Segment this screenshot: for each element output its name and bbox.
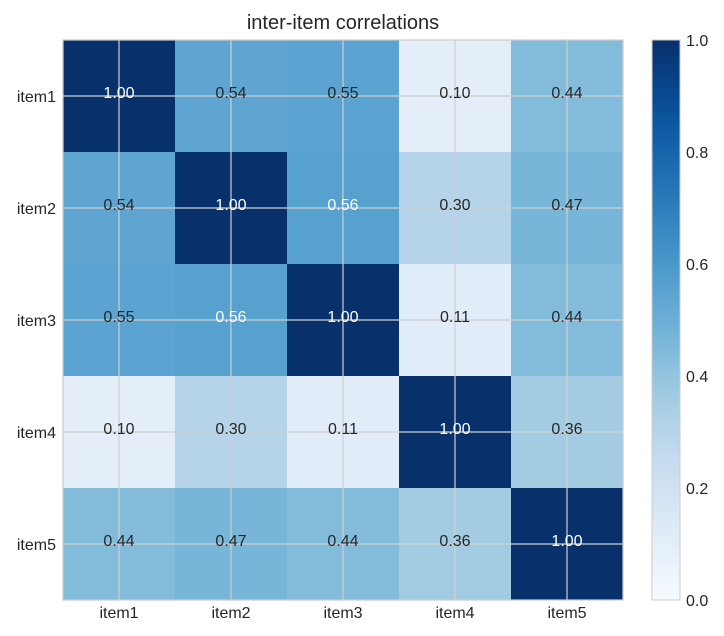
x-tick-label: item5 <box>547 605 586 622</box>
cell-value-label: 0.56 <box>327 197 358 214</box>
cell-value-label: 0.56 <box>215 309 246 326</box>
cell-value-label: 0.30 <box>439 197 470 214</box>
plot-frame <box>62 39 624 601</box>
cell-value-label: 1.00 <box>327 309 358 326</box>
colorbar-tick-label: 0.8 <box>686 145 708 162</box>
cell-value-label: 0.36 <box>439 533 470 550</box>
x-tick-label: item3 <box>323 605 362 622</box>
cell-value-label: 0.11 <box>328 421 358 438</box>
cell-value-label: 0.30 <box>215 421 246 438</box>
cell-value-label: 0.55 <box>327 85 358 102</box>
colorbar <box>651 39 681 601</box>
colorbar-tick-label: 1.0 <box>686 33 708 50</box>
y-tick-label: item4 <box>17 425 56 442</box>
cell-value-label: 0.47 <box>215 533 246 550</box>
x-tick-labels: item1 item2 item3 item4 item5 <box>99 605 586 622</box>
cell-value-label: 0.54 <box>103 197 134 214</box>
cell-value-label: 0.44 <box>327 533 358 550</box>
cell-value-label: 1.00 <box>103 85 134 102</box>
colorbar-tick-label: 0.0 <box>686 593 708 610</box>
colorbar-tick-label: 0.4 <box>686 369 708 386</box>
cell-value-label: 0.44 <box>551 85 582 102</box>
cell-value-label: 0.36 <box>551 421 582 438</box>
y-tick-label: item3 <box>17 313 56 330</box>
cell-value-label: 0.47 <box>551 197 582 214</box>
cell-value-label: 1.00 <box>551 533 582 550</box>
y-tick-labels: item1 item2 item3 item4 item5 <box>17 89 56 554</box>
x-tick-label: item2 <box>211 605 250 622</box>
cell-value-label: 1.00 <box>215 197 246 214</box>
cell-value-label: 0.44 <box>103 533 134 550</box>
chart-title: inter-item correlations <box>247 12 439 34</box>
cell-value-label: 0.10 <box>103 421 134 438</box>
cell-value-label: 0.11 <box>440 309 470 326</box>
colorbar-tick-label: 0.2 <box>686 481 708 498</box>
colorbar-tick-label: 0.6 <box>686 257 708 274</box>
colorbar-tick-labels: 0.0 0.2 0.4 0.6 0.8 1.0 <box>686 33 708 610</box>
x-tick-label: item4 <box>435 605 474 622</box>
cell-value-label: 0.54 <box>215 85 246 102</box>
x-tick-label: item1 <box>99 605 138 622</box>
y-tick-label: item1 <box>17 89 56 106</box>
y-tick-label: item5 <box>17 537 56 554</box>
cell-value-label: 0.55 <box>103 309 134 326</box>
cell-value-labels: 1.00 0.54 0.55 0.10 0.44 0.54 1.00 0.56 0.30 0.47… <box>103 85 582 550</box>
cell-value-label: 1.00 <box>439 421 470 438</box>
grid-lines <box>63 40 623 600</box>
y-tick-label: item2 <box>17 201 56 218</box>
cell-value-label: 0.44 <box>551 309 582 326</box>
cell-value-label: 0.10 <box>439 85 470 102</box>
